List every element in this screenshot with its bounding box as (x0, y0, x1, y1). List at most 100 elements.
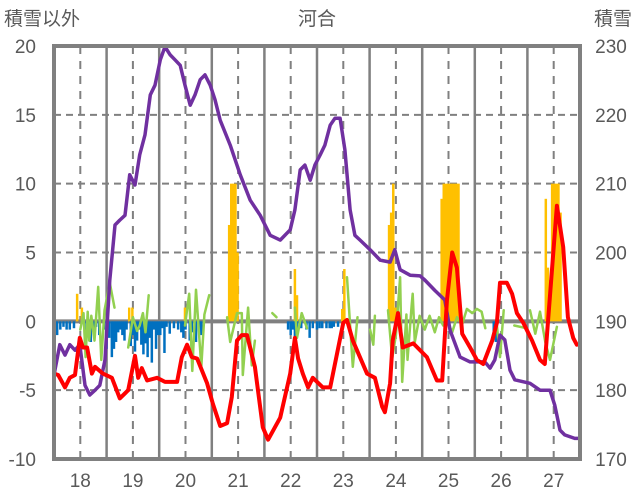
sunshine-bar (182, 321, 185, 338)
precipitation-bar (387, 224, 391, 322)
line-series (52, 44, 582, 442)
x-tick-label: 20 (175, 471, 196, 492)
y-tick-label-left: 15 (15, 106, 36, 127)
x-tick-label: 24 (385, 471, 407, 492)
y-tick-label-right: 170 (595, 450, 627, 471)
sunshine-bar (146, 321, 149, 358)
precipitation-bar (544, 198, 548, 322)
sunshine-bar (114, 321, 118, 342)
sunshine-bar (152, 321, 156, 330)
precipitation-bar (234, 183, 237, 322)
y-tick-label-left: -5 (19, 381, 36, 402)
sunshine-bar (336, 321, 340, 327)
sunshine-bar (142, 321, 145, 355)
sunshine-bar (172, 321, 176, 329)
precipitation-bar (557, 183, 560, 322)
precipitation-bar (448, 183, 452, 322)
sunshine-bar (156, 321, 160, 336)
green_series-line (345, 276, 359, 369)
sunshine-bar (116, 321, 120, 333)
sunshine-bar (289, 321, 292, 336)
precipitation-bar (343, 269, 346, 322)
precipitation-bar (232, 183, 235, 322)
sunshine-bar (110, 321, 114, 358)
right-axis-title: 積雪 (594, 8, 632, 30)
precipitation-bar (295, 295, 299, 322)
precipitation-bar (559, 212, 562, 322)
y-tick-label-left: 20 (15, 37, 36, 58)
green_series-line (126, 293, 150, 349)
sunshine-bar (107, 321, 111, 338)
precipitation-bar (131, 307, 134, 322)
sunshine-bar (62, 321, 65, 327)
sunshine-bar (308, 321, 311, 338)
sunshine-bar (321, 321, 324, 329)
x-tick-label: 18 (70, 471, 91, 492)
chart-title: 河合 (298, 8, 336, 30)
sunshine-bar (55, 321, 59, 336)
sunshine-bar (299, 321, 303, 329)
precipitation-bar (227, 224, 231, 322)
gridlines (54, 46, 580, 459)
left-axis-title: 積雪以外 (4, 8, 80, 30)
y-tick-label-right: 230 (595, 37, 627, 58)
green_series-line (79, 281, 116, 362)
sunshine-bar (291, 321, 295, 330)
sunshine-bar (125, 321, 128, 330)
plot-frame (52, 44, 582, 461)
precipitation-bar (293, 269, 297, 322)
sunshine-bar (163, 321, 166, 353)
tick-labels: 20 230 15 220 10 210 5 200 0 190 -5 180 -10 170 18 19 20… (9, 37, 627, 492)
sunshine-bar (148, 321, 151, 338)
sunshine-bar (68, 321, 72, 330)
y-tick-label-right: 210 (595, 175, 627, 196)
precipitation-bar (230, 183, 233, 322)
precipitation-bar (389, 212, 393, 322)
sunshine-bar (328, 321, 331, 329)
sunshine-bar (286, 321, 290, 330)
precipitation-bar (442, 183, 446, 322)
precipitation-bar (80, 307, 84, 322)
sunshine-bar (315, 321, 319, 330)
sunshine-bar (194, 321, 198, 342)
precipitation-bar (444, 183, 448, 322)
precipitation-bar (394, 307, 397, 322)
sunshine-bar (200, 321, 203, 336)
sunshine-bar (161, 321, 164, 329)
green_series-line (368, 314, 377, 346)
precipitation-bar (341, 308, 344, 322)
green_series-line (386, 276, 487, 384)
y-tick-label-left: -10 (9, 450, 36, 471)
sunshine-bar (330, 321, 333, 329)
sunshine-bar (180, 321, 183, 333)
snow_depth-line (52, 44, 582, 441)
precipitation-bar (440, 198, 443, 322)
precipitation-bar (555, 183, 558, 322)
sunshine-bar (123, 321, 126, 341)
x-tick-label: 26 (491, 471, 512, 492)
sunshine-bar (59, 321, 62, 330)
temperature-line (52, 203, 579, 442)
x-tick-label: 27 (543, 471, 564, 492)
x-tick-label: 23 (333, 471, 354, 492)
y-tick-label-left: 5 (25, 244, 36, 265)
sunshine-bar (121, 321, 124, 336)
sunshine-bar (150, 321, 154, 363)
sunshine-bar (311, 321, 315, 329)
sunshine-bar (168, 321, 171, 334)
green_series-line (271, 311, 278, 319)
y-tick-label-right: 220 (595, 106, 627, 127)
y-tick-label-right: 190 (595, 312, 627, 333)
y-tick-label-right: 180 (595, 381, 627, 402)
sunshine-bar (131, 321, 135, 336)
precipitation-bar (446, 183, 450, 322)
sunshine-bar (159, 321, 162, 336)
sunshine-bar (119, 321, 122, 330)
precipitation-bar (127, 307, 131, 322)
precipitation-bar (457, 183, 460, 322)
sunshine-bar (332, 321, 336, 327)
y-tick-label-left: 10 (15, 175, 36, 196)
green_series-line (293, 306, 309, 340)
sunshine-bar (133, 321, 137, 352)
sunshine-bar (65, 321, 68, 330)
